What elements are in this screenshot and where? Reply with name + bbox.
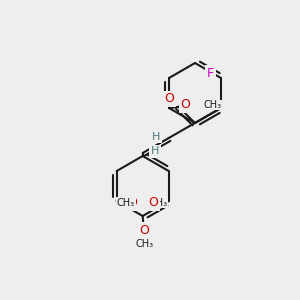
Text: H: H [151, 146, 160, 157]
Text: O: O [149, 196, 159, 209]
Text: CH₃: CH₃ [150, 197, 168, 208]
Text: F: F [207, 67, 214, 80]
Text: CH₃: CH₃ [203, 100, 222, 110]
Text: O: O [139, 224, 149, 237]
Text: CH₃: CH₃ [117, 197, 135, 208]
Text: O: O [164, 92, 174, 106]
Text: O: O [127, 196, 136, 209]
Text: CH₃: CH₃ [135, 238, 153, 249]
Text: O: O [181, 98, 190, 112]
Text: H: H [152, 131, 160, 142]
